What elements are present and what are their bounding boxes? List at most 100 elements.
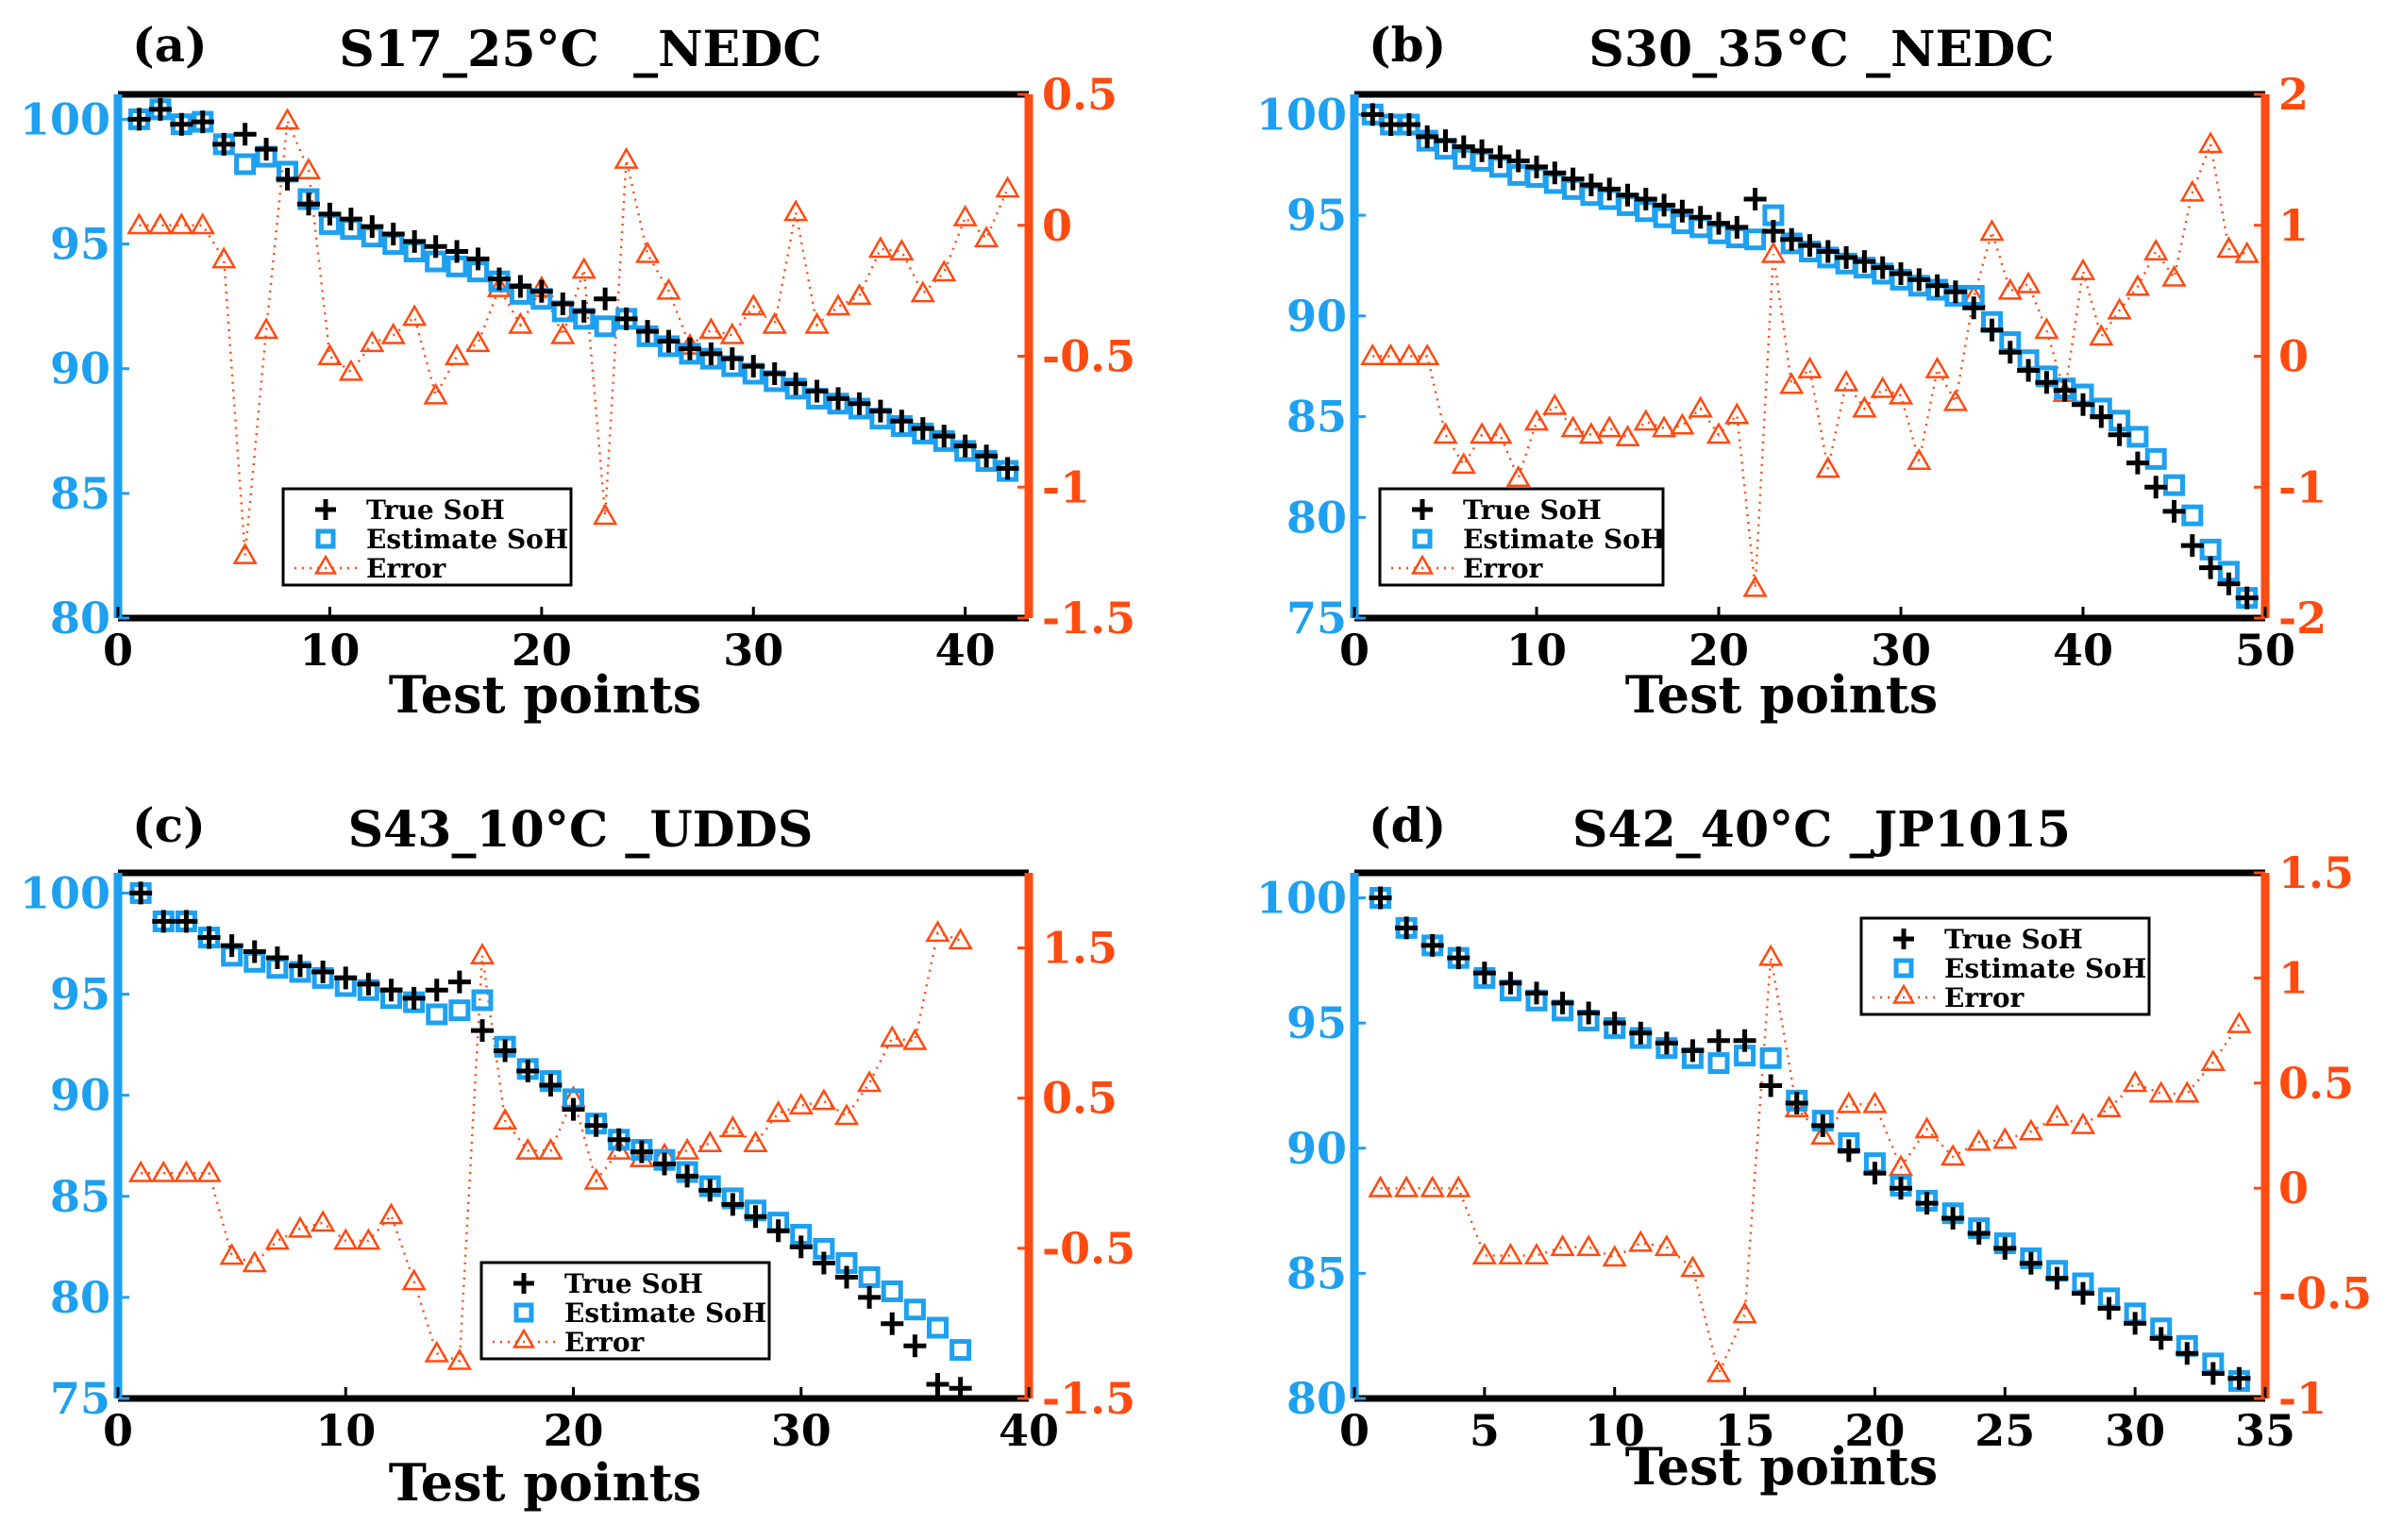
legend-estimate-marker	[315, 528, 336, 549]
error-point	[593, 503, 618, 526]
error-point	[583, 1167, 609, 1190]
left-y-tick-label: 90	[50, 343, 110, 394]
error-point	[698, 317, 724, 340]
true-soh-point	[402, 986, 426, 1010]
true-soh-point	[2144, 476, 2168, 499]
true-soh-point	[1967, 1221, 1991, 1245]
error-point	[782, 199, 809, 222]
error-point	[1597, 415, 1622, 438]
error-point	[1688, 395, 1713, 418]
left-y-tick-label: 95	[1286, 190, 1347, 241]
true-soh-point	[1759, 1074, 1783, 1097]
true-soh-point	[1420, 933, 1444, 957]
error-point	[1433, 422, 1458, 444]
true-soh-point	[2090, 405, 2113, 428]
error-point	[2200, 1049, 2226, 1072]
error-point	[2107, 297, 2132, 320]
error-point	[1578, 422, 1605, 444]
true-soh-point	[2149, 1327, 2173, 1350]
true-soh-point	[1525, 981, 1548, 1005]
true-soh-point	[1816, 240, 1840, 263]
right-y-tick-label: -0.5	[1042, 1223, 1135, 1274]
error-point	[825, 293, 851, 316]
error-point	[1924, 356, 1950, 378]
error-point	[2034, 317, 2059, 340]
x-tick-label: 0	[1339, 1405, 1369, 1456]
legend-label: Estimate SoH	[1944, 953, 2146, 984]
error-point	[674, 1137, 700, 1160]
right-y-tick-label: 0	[1042, 200, 1072, 251]
true-soh-point	[1653, 193, 1676, 217]
true-soh-point	[487, 267, 511, 291]
true-soh-point	[1707, 1029, 1730, 1052]
true-soh-point	[1915, 1192, 1939, 1215]
true-soh-point	[1863, 1162, 1887, 1185]
estimate-soh-point	[448, 999, 471, 1022]
error-point	[424, 1340, 449, 1363]
error-point	[910, 280, 935, 303]
legend-error-marker	[1891, 983, 1916, 1004]
true-soh-point	[1629, 1021, 1653, 1045]
x-tick-label: 40	[999, 1405, 1059, 1456]
error-point	[1966, 1129, 1991, 1151]
x-tick-label: 10	[315, 1405, 376, 1456]
right-y-tick-label: 0.5	[1042, 69, 1117, 120]
true-soh-point	[789, 1235, 813, 1259]
error-point	[932, 259, 957, 282]
true-soh-point	[466, 247, 490, 271]
error-point	[1705, 1360, 1732, 1382]
error-point	[190, 212, 215, 235]
legend-label: True SoH	[564, 1268, 703, 1299]
true-soh-point	[1943, 280, 1967, 304]
error-point	[2122, 1070, 2148, 1093]
error-point	[1628, 1230, 1654, 1252]
legend-true-marker	[513, 1273, 534, 1294]
true-soh-point	[1470, 139, 1494, 162]
true-soh-point	[911, 417, 934, 441]
true-soh-point	[220, 934, 244, 958]
true-soh-point	[812, 1251, 835, 1275]
panel-tag: (c)	[132, 797, 206, 853]
true-soh-point	[2108, 423, 2131, 446]
true-soh-point	[1488, 145, 1512, 169]
left-y-tick-label: 100	[20, 867, 110, 918]
legend-box	[281, 487, 573, 587]
chart-panel-a: 0 10 20 30 40 80 85 90 95 100 -1.5 -1 -0.5 0 0.5 (a) S17…	[20, 17, 1135, 725]
left-y-tick-label: 85	[1286, 392, 1347, 443]
error-point	[2089, 324, 2114, 346]
true-soh-point	[678, 337, 701, 360]
true-soh-point	[2180, 534, 2204, 558]
error-point	[1420, 1175, 1445, 1197]
true-soh-point	[881, 1312, 904, 1335]
error-point	[219, 1243, 244, 1265]
true-soh-point	[1925, 274, 1949, 297]
true-soh-point	[2227, 1366, 2251, 1390]
right-y-tick-label: -0.5	[1042, 331, 1135, 382]
error-point	[1680, 1255, 1705, 1278]
estimate-soh-point	[234, 153, 257, 176]
error-point	[1651, 415, 1677, 438]
true-soh-point	[562, 1097, 585, 1121]
estimate-soh-point	[1707, 1052, 1730, 1075]
panel-tag: (a)	[132, 17, 208, 73]
true-soh-point	[494, 1039, 517, 1063]
right-y-tick-label: 1	[2278, 952, 2309, 1003]
legend-error-marker	[1410, 554, 1435, 575]
true-soh-point	[2176, 1342, 2199, 1365]
true-soh-point	[2017, 359, 2041, 382]
x-tick-label: 0	[1339, 625, 1369, 676]
true-soh-point	[1577, 1001, 1601, 1025]
error-point	[147, 212, 174, 235]
error-point	[492, 1108, 518, 1130]
error-point	[1810, 1122, 1836, 1145]
true-soh-point	[868, 399, 892, 423]
error-point	[2148, 1080, 2174, 1103]
error-point	[2070, 1112, 2096, 1134]
true-soh-point	[949, 1377, 972, 1400]
true-soh-point	[953, 434, 977, 458]
error-point	[1633, 409, 1658, 431]
legend-error-marker	[313, 554, 338, 575]
true-soh-point	[1890, 261, 1912, 285]
left-y-tick-label: 85	[50, 1171, 110, 1222]
true-soh-point	[1962, 296, 1986, 320]
